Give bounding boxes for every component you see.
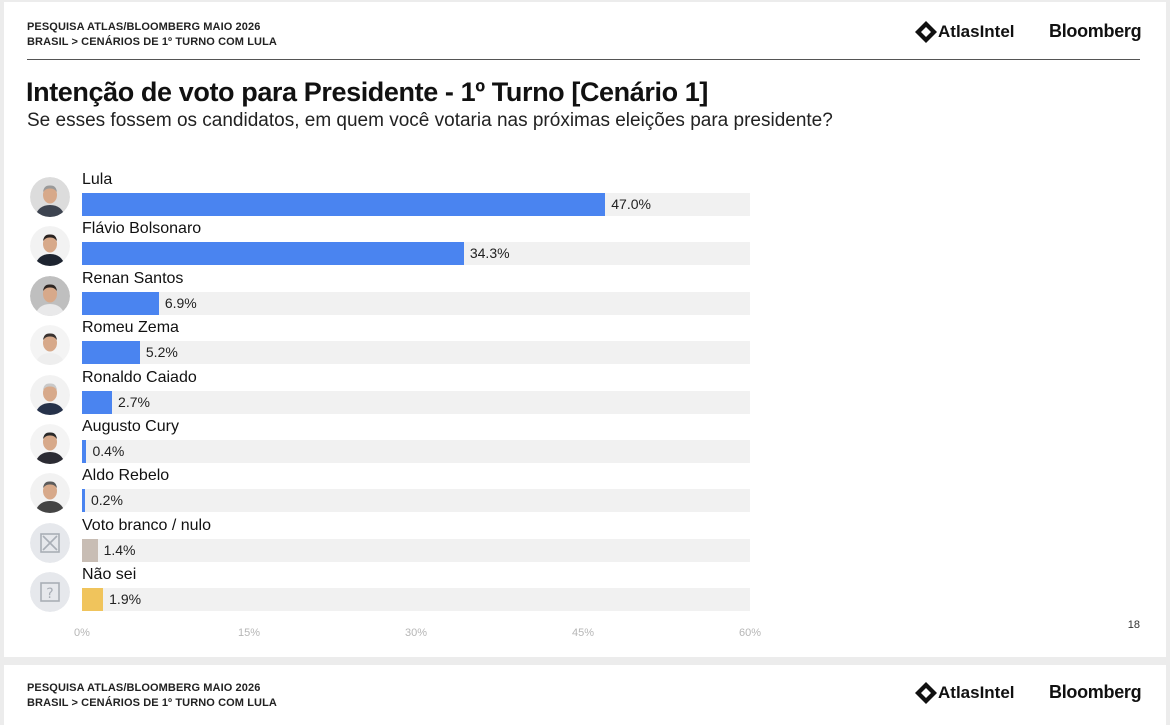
x-tick-label: 60% (738, 627, 762, 639)
category-label: Aldo Rebelo (82, 467, 170, 485)
bar-track (82, 489, 750, 513)
person-photo-icon (30, 226, 70, 267)
bloomberg-wordmark: Bloomberg (1049, 21, 1142, 41)
svg-text:?: ? (46, 586, 53, 602)
next-breadcrumb: BRASIL > CENÁRIOS DE 1º TURNO COM LULA (27, 697, 277, 709)
bar-track (82, 341, 750, 365)
bar-7 (82, 538, 98, 562)
x-tick-label: 30% (404, 627, 428, 639)
data-label: 6.9% (164, 294, 197, 311)
person-photo-icon (30, 177, 70, 217)
person-photo-icon (30, 473, 70, 514)
data-label: 5.2% (145, 344, 178, 361)
person-photo-icon (30, 424, 70, 464)
data-label: 1.4% (103, 541, 136, 558)
question-box-icon: ? (30, 572, 70, 613)
atlasintel-wordmark: AtlasIntel (938, 22, 1015, 41)
bar-8 (82, 588, 104, 612)
person-photo-icon (30, 374, 70, 415)
bloomberg-logo: Bloomberg (1049, 21, 1142, 42)
category-label: Voto branco / nulo (82, 516, 211, 534)
person-photo-icon (30, 325, 70, 366)
data-label: 47.0% (611, 196, 651, 212)
bar-track (82, 588, 750, 612)
next-survey-meta: PESQUISA ATLAS/BLOOMBERG MAIO 2026 BRASI… (27, 681, 277, 711)
next-survey-line: PESQUISA ATLAS/BLOOMBERG MAIO 2026 (27, 682, 261, 694)
data-label: 0.2% (91, 492, 123, 509)
x-tick-label: 45% (571, 627, 595, 639)
data-label: 2.7% (118, 393, 150, 410)
x-tick-label: 15% (237, 627, 261, 639)
bar-track (82, 291, 750, 315)
atlasintel-mark-icon (915, 682, 937, 704)
atlasintel-mark-icon (915, 21, 937, 43)
bar-6 (82, 489, 85, 513)
bar-0 (82, 193, 606, 216)
x-tick-label: 0% (74, 627, 90, 639)
next-bloomberg-wordmark: Bloomberg (1049, 682, 1142, 702)
bar-chart: Lula 47.0% Flávio Bolsonaro 34.3% Renan Sant… (4, 2, 1166, 657)
bar-track (82, 390, 750, 414)
person-photo-icon (30, 275, 70, 316)
chart-title: Intenção de voto para Presidente - 1º Tu… (26, 77, 708, 107)
next-atlasintel-logo: AtlasIntel (914, 681, 1015, 705)
next-bloomberg-logo: Bloomberg (1049, 682, 1142, 703)
breadcrumb: BRASIL > CENÁRIOS DE 1º TURNO COM LULA (27, 36, 277, 48)
chart-subtitle: Se esses fossem os candidatos, em quem v… (27, 110, 833, 131)
bar-track (82, 538, 750, 562)
header-divider (27, 59, 1140, 60)
category-label: Ronaldo Caiado (82, 368, 197, 386)
category-label: Não sei (82, 566, 137, 584)
category-label: Flávio Bolsonaro (82, 220, 202, 238)
data-label: 34.3% (469, 245, 510, 262)
category-label: Lula (82, 171, 113, 188)
data-label: 1.9% (109, 591, 142, 608)
bar-4 (82, 390, 113, 414)
category-label: Augusto Cury (82, 418, 179, 435)
slide-next-preview: PESQUISA ATLAS/BLOOMBERG MAIO 2026 BRASI… (4, 665, 1166, 725)
bar-1 (82, 242, 464, 266)
bar-5 (82, 440, 87, 463)
category-label: Romeu Zema (82, 319, 179, 337)
survey-line: PESQUISA ATLAS/BLOOMBERG MAIO 2026 (27, 21, 261, 33)
slide-main: PESQUISA ATLAS/BLOOMBERG MAIO 2026 BRASI… (4, 2, 1166, 657)
survey-meta: PESQUISA ATLAS/BLOOMBERG MAIO 2026 BRASI… (27, 20, 277, 50)
category-label: Renan Santos (82, 269, 184, 287)
bar-track (82, 440, 750, 463)
atlasintel-logo: AtlasIntel (914, 20, 1015, 44)
page-number: 18 (1127, 619, 1140, 631)
bar-2 (82, 291, 159, 315)
x-box-icon (30, 522, 70, 563)
bar-3 (82, 341, 140, 365)
data-label: 0.4% (92, 443, 125, 459)
next-atlasintel-wordmark: AtlasIntel (938, 683, 1015, 702)
